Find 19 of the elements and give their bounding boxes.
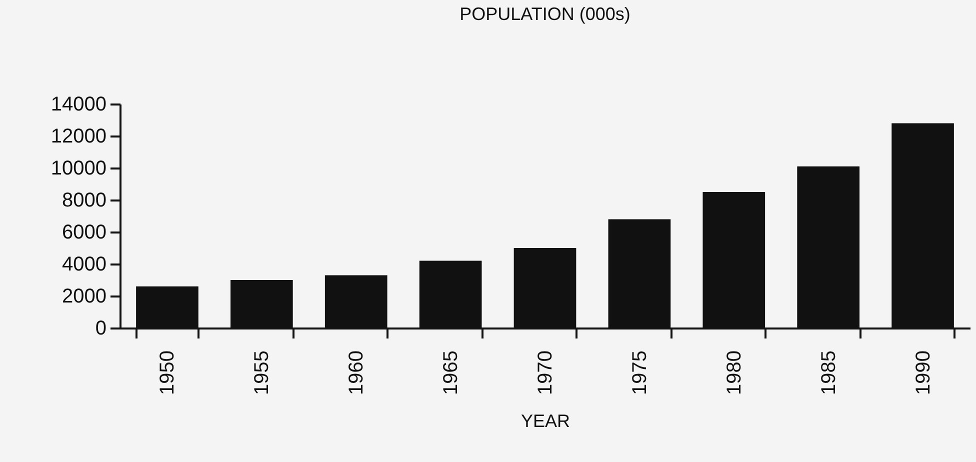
y-tick-label: 12000 [50, 126, 106, 148]
x-tick-label: 1960 [346, 350, 368, 395]
y-tick-label: 6000 [62, 222, 106, 244]
y-tick-label: 14000 [50, 94, 106, 116]
x-tick-label: 1970 [534, 350, 556, 395]
y-tick-label: 8000 [62, 190, 106, 212]
x-tick-label: 1990 [912, 350, 934, 395]
y-tick-label: 10000 [50, 158, 106, 180]
y-tick-label: 4000 [62, 254, 106, 276]
x-tick-label: 1980 [723, 350, 746, 395]
x-tick-label: 1955 [251, 350, 274, 395]
y-tick-label: 2000 [62, 286, 106, 308]
x-tick-label: 1965 [440, 350, 462, 395]
x-axis-title: YEAR [520, 410, 570, 431]
x-tick-label: 1950 [156, 350, 179, 395]
y-tick-label: 0 [95, 318, 106, 340]
x-tick-label: 1975 [628, 350, 651, 395]
chart-title: POPULATION (000s) [460, 4, 630, 24]
x-tick-label: 1985 [818, 350, 840, 395]
